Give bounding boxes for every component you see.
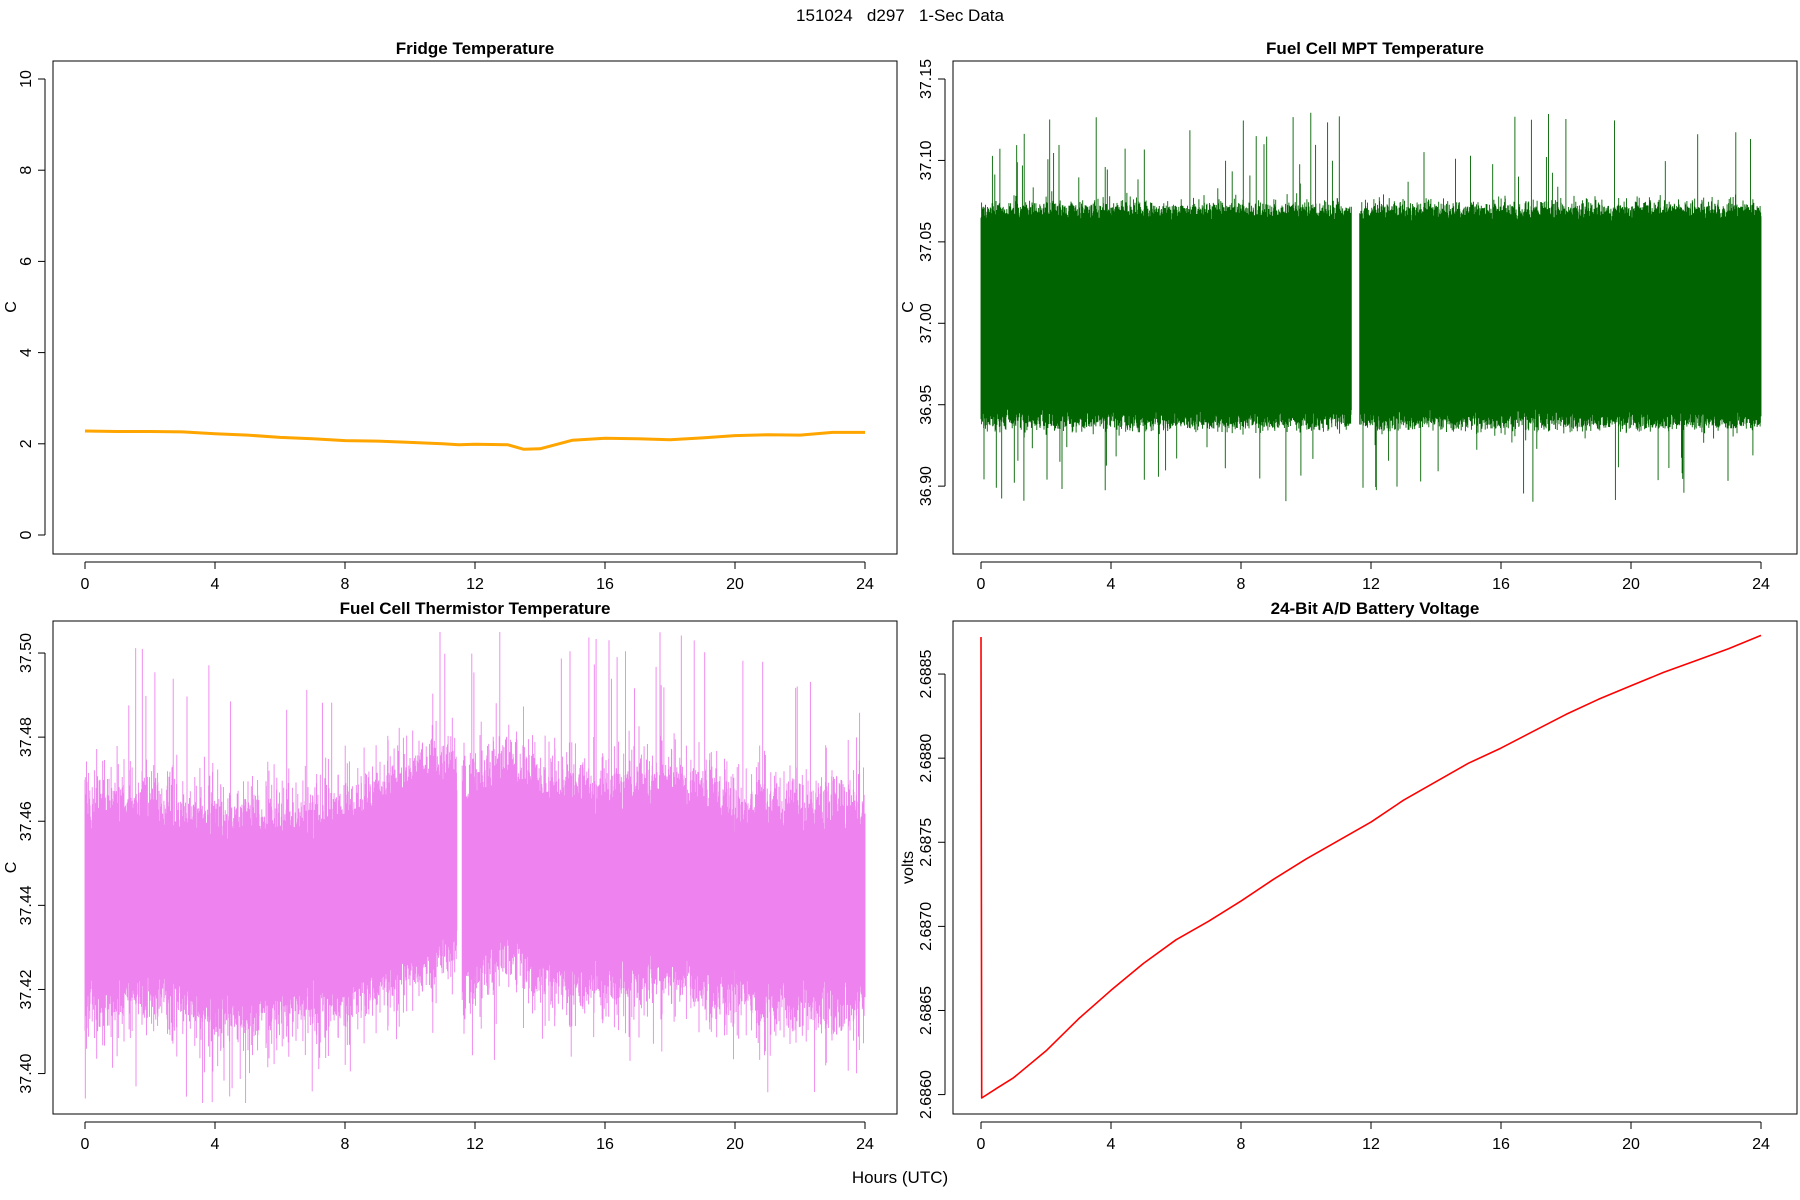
x-tick-label: 12 xyxy=(1362,576,1380,593)
y-tick-label: 37.40 xyxy=(18,1053,35,1093)
x-tick-label: 0 xyxy=(977,1136,986,1153)
y-axis-title: volts xyxy=(900,851,917,884)
y-axis-title: C xyxy=(3,862,20,874)
y-tick-label: 37.05 xyxy=(918,222,935,262)
y-tick-label: 6 xyxy=(18,257,35,266)
fuel-cell-mpt-temperature-panel: Fuel Cell MPT Temperature 0 4 8 12 16 20 24 36.9… xyxy=(900,39,1798,593)
x-axis-title: Hours (UTC) xyxy=(851,1168,949,1187)
x-tick-label: 12 xyxy=(1362,1136,1380,1153)
fuel-cell-thermistor-temperature-panel: Fuel Cell Thermistor Temperature 0 4 8 12 16 2… xyxy=(3,599,898,1153)
x-tick-label: 0 xyxy=(977,576,986,593)
y-tick-label: 4 xyxy=(18,348,35,357)
series-band xyxy=(980,112,1762,502)
y-tick-label: 2.6865 xyxy=(918,986,935,1035)
x-tick-label: 4 xyxy=(1107,576,1116,593)
y-tick-label: 37.10 xyxy=(918,140,935,180)
y-axis-title: C xyxy=(3,301,20,313)
x-tick-label: 4 xyxy=(211,576,220,593)
x-tick-label: 24 xyxy=(856,576,874,593)
series-line xyxy=(84,429,865,451)
y-tick-label: 37.48 xyxy=(18,717,35,757)
x-tick-label: 8 xyxy=(1237,1136,1246,1153)
x-tick-label: 4 xyxy=(1107,1136,1116,1153)
x-tick-label: 24 xyxy=(856,1136,874,1153)
x-tick-label: 12 xyxy=(466,1136,484,1153)
x-tick-label: 16 xyxy=(1492,1136,1510,1153)
y-tick-label: 37.42 xyxy=(18,969,35,1009)
x-tick-label: 0 xyxy=(81,576,90,593)
plot-frame xyxy=(952,60,1798,555)
x-tick-label: 24 xyxy=(1752,576,1770,593)
x-tick-label: 8 xyxy=(341,1136,350,1153)
x-tick-label: 20 xyxy=(726,1136,744,1153)
x-tick-label: 16 xyxy=(1492,576,1510,593)
y-tick-label: 2 xyxy=(18,439,35,448)
y-tick-label: 0 xyxy=(18,530,35,539)
y-tick-label: 2.6870 xyxy=(918,902,935,951)
y-tick-label: 10 xyxy=(18,70,35,88)
panel-title: Fuel Cell MPT Temperature xyxy=(1266,39,1484,58)
plot-frame xyxy=(952,620,1798,1115)
y-tick-label: 37.44 xyxy=(18,885,35,925)
y-tick-label: 37.00 xyxy=(918,303,935,343)
y-tick-label: 37.15 xyxy=(918,59,935,99)
panel-title: 24-Bit A/D Battery Voltage xyxy=(1271,599,1480,618)
series-line xyxy=(980,634,1762,1099)
panel-title: Fridge Temperature xyxy=(396,39,554,58)
x-tick-label: 12 xyxy=(466,576,484,593)
y-tick-label: 36.95 xyxy=(918,385,935,425)
panel-title: Fuel Cell Thermistor Temperature xyxy=(340,599,611,618)
y-tick-label: 2.6875 xyxy=(918,818,935,867)
y-tick-label: 8 xyxy=(18,166,35,175)
x-tick-label: 20 xyxy=(1622,576,1640,593)
y-tick-label: 37.46 xyxy=(18,801,35,841)
x-tick-label: 8 xyxy=(341,576,350,593)
battery-voltage-panel: 24-Bit A/D Battery Voltage 0 4 8 12 16 20 24 2.6… xyxy=(900,599,1798,1153)
x-tick-label: 16 xyxy=(596,1136,614,1153)
y-tick-label: 2.6860 xyxy=(918,1070,935,1119)
x-tick-label: 16 xyxy=(596,576,614,593)
y-tick-label: 37.50 xyxy=(18,633,35,673)
series-band xyxy=(84,632,866,1103)
x-tick-label: 20 xyxy=(726,576,744,593)
plot-frame xyxy=(52,620,898,1115)
x-tick-label: 8 xyxy=(1237,576,1246,593)
x-tick-label: 20 xyxy=(1622,1136,1640,1153)
plot-frame xyxy=(52,60,898,555)
x-tick-label: 4 xyxy=(211,1136,220,1153)
y-tick-label: 36.90 xyxy=(918,466,935,506)
y-tick-label: 2.6885 xyxy=(918,649,935,698)
x-tick-label: 24 xyxy=(1752,1136,1770,1153)
figure-title: 151024 d297 1-Sec Data xyxy=(796,6,1004,25)
y-axis-title: C xyxy=(900,301,917,313)
y-tick-label: 2.6880 xyxy=(918,734,935,783)
x-tick-label: 0 xyxy=(81,1136,90,1153)
